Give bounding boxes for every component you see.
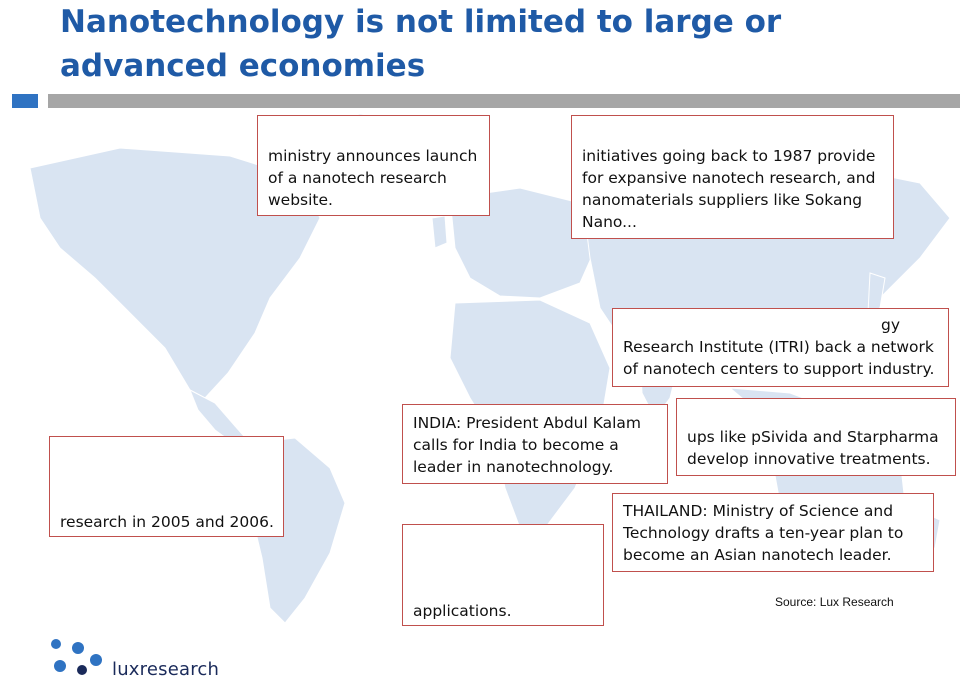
callout-thailand: THAILAND: Ministry of Science and Techno…	[612, 493, 934, 572]
callout-line: Research Institute (ITRI) back a network	[623, 338, 934, 356]
callout-line: applications.	[413, 602, 512, 620]
callout-line: calls for India to become a	[413, 436, 619, 454]
callout-top-right: initiatives going back to 1987 provide f…	[571, 115, 894, 239]
callout-line: leader in nanotechnology.	[413, 458, 614, 476]
callout-line: website.	[268, 191, 333, 209]
callout-line: Nano...	[582, 213, 637, 231]
callout-line: Technology drafts a ten-year plan to	[623, 524, 904, 542]
callout-line: of a nanotech research	[268, 169, 447, 187]
callout-bottom: applications.	[402, 524, 604, 626]
callout-line: ups like pSivida and Starpharma	[687, 428, 939, 446]
callout-line: develop innovative treatments.	[687, 450, 931, 468]
callout-line: become an Asian nanotech leader.	[623, 546, 892, 564]
callout-india: INDIA: President Abdul Kalam calls for I…	[402, 404, 668, 484]
slide-title: Nanotechnology is not limited to large o…	[60, 4, 782, 84]
callout-line: nanomaterials suppliers like Sokang	[582, 191, 863, 209]
callout-line: ministry announces launch	[268, 147, 478, 165]
callout-taiwan: gy Research Institute (ITRI) back a netw…	[612, 308, 949, 387]
logo-text: luxresearch	[112, 659, 220, 680]
callout-top-left: ministry announces launch of a nanotech …	[257, 115, 490, 216]
callout-line: research in 2005 and 2006.	[60, 513, 274, 531]
accent-bar-blue	[12, 94, 38, 108]
accent-bar-gray	[48, 94, 960, 108]
map-japan	[867, 272, 886, 314]
callout-line: of nanotech centers to support industry.	[623, 360, 935, 378]
callout-line: THAILAND: Ministry of Science and	[623, 502, 894, 520]
map-uk	[431, 215, 448, 249]
source-citation: Source: Lux Research	[775, 595, 894, 609]
callout-line: for expansive nanotech research, and	[582, 169, 876, 187]
callout-australia: ups like pSivida and Starpharma develop …	[676, 398, 956, 476]
callout-left: research in 2005 and 2006.	[49, 436, 284, 537]
callout-line: gy	[881, 316, 901, 334]
callout-line: INDIA: President Abdul Kalam	[413, 414, 642, 432]
lux-dots-logo-icon	[51, 639, 102, 675]
callout-line: initiatives going back to 1987 provide	[582, 147, 876, 165]
